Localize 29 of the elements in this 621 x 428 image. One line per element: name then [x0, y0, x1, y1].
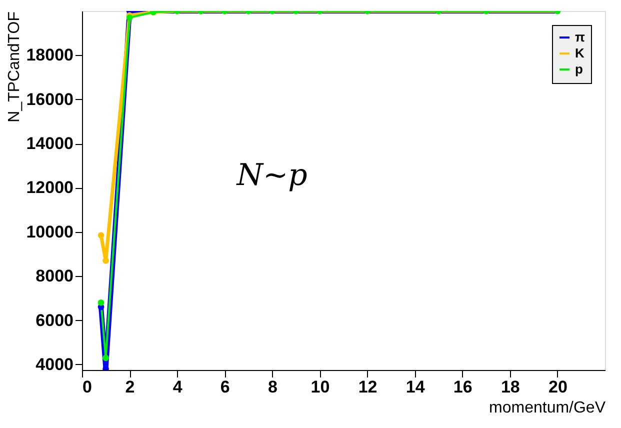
y-tick-label: 10000	[26, 222, 74, 242]
x-tick-label: 0	[82, 378, 92, 396]
x-tick-label: 8	[268, 378, 278, 396]
x-tick-label: 16	[453, 378, 472, 396]
y-tick-label: 12000	[26, 178, 74, 198]
legend-label: K	[575, 46, 585, 60]
x-tick-label: 2	[125, 378, 135, 396]
x-tick-label: 20	[548, 378, 568, 396]
point	[98, 299, 104, 306]
point	[98, 232, 104, 238]
annotation: N~p	[236, 158, 308, 193]
point	[102, 257, 109, 264]
x-tick-label: 12	[358, 378, 378, 396]
x-tick-label: 4	[172, 378, 183, 396]
y-tick-label: 6000	[36, 310, 74, 330]
y-tick-label: 8000	[36, 266, 74, 286]
legend-label: p	[575, 62, 583, 76]
y-tick-label: 14000	[26, 134, 74, 154]
y-tick-label: 18000	[26, 46, 74, 65]
legend-label: π	[575, 30, 585, 44]
y-tick-label: 16000	[26, 90, 74, 109]
y-axis-title: N_TPCandTOF	[6, 11, 24, 122]
point	[102, 354, 109, 362]
x-axis-title: momentum/GeV	[489, 400, 606, 416]
y-tick-label: 4000	[36, 354, 74, 374]
x-tick-label: 6	[220, 378, 230, 396]
x-tick-label: 18	[500, 378, 520, 396]
x-tick-label: 14	[406, 378, 426, 396]
x-tick-label: 10	[310, 378, 330, 396]
